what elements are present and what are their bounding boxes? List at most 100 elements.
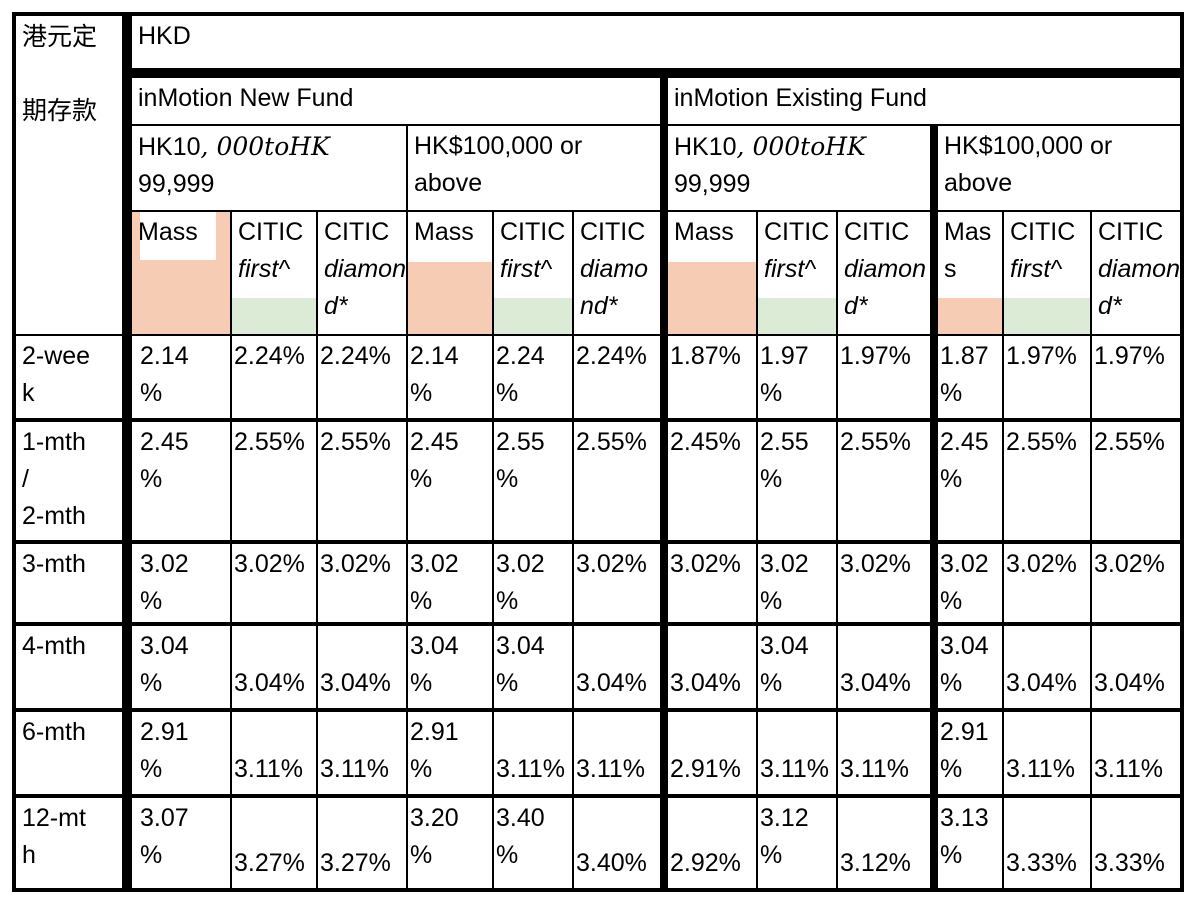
first-highlight <box>1004 298 1090 334</box>
rate-value: 3.02 % <box>496 550 545 615</box>
rate-value: 3.40 % <box>496 804 545 869</box>
rate-value: 3.27% <box>320 849 391 877</box>
rate-value: 3.02% <box>1006 550 1077 578</box>
rate-cell: 2.24% <box>318 336 406 418</box>
tier-label-math: , 000toHK <box>736 132 866 161</box>
rate-cell: 2.91 % <box>408 712 492 794</box>
rate-value: 3.04% <box>234 669 305 697</box>
rate-value: 2.55% <box>234 428 305 456</box>
rate-value: 3.04% <box>1094 669 1165 697</box>
rate-cell: 3.40 % <box>494 798 572 888</box>
sub-header-label: Mass <box>138 218 198 246</box>
rate-cell: 3.11% <box>494 712 572 794</box>
rate-value: 3.04 % <box>140 632 189 697</box>
sub-header-label: CITIC diamond* <box>574 212 660 325</box>
rate-cell: 1.97% <box>1092 336 1180 418</box>
rate-cell: 3.27% <box>232 798 316 888</box>
rate-value: 3.07 % <box>140 804 189 869</box>
mass-highlight <box>668 262 756 334</box>
rate-cell: 3.04% <box>668 626 756 708</box>
rate-value: 3.02 % <box>140 550 189 615</box>
tenor-label: 4-mth <box>22 632 86 660</box>
rate-value: 3.11% <box>760 755 830 783</box>
rate-value: 2.91 % <box>140 718 189 783</box>
rate-value: 2.91% <box>670 755 741 783</box>
tier-label-math: , 000toHK <box>200 132 330 161</box>
rate-cell: 2.24 % <box>494 336 572 418</box>
rate-cell: 2.91 % <box>938 712 1002 794</box>
sub-header-label: CITIC first^ <box>758 212 836 288</box>
rate-cell: 3.11% <box>758 712 836 794</box>
rate-cell: 2.55% <box>318 422 406 540</box>
rate-value: 1.87% <box>670 342 741 370</box>
citic-label: CITIC <box>764 218 830 246</box>
tier-name-label: diamond* <box>580 255 649 320</box>
rate-cell: 3.04% <box>1092 626 1180 708</box>
sub-header-label: CITIC first^ <box>494 212 572 288</box>
tier-name-label: first^ <box>764 255 817 283</box>
rate-cell: 2.92% <box>668 798 756 888</box>
rate-value: 3.11% <box>320 755 390 783</box>
rate-cell: 3.02 % <box>494 544 572 622</box>
rate-value: 3.04 % <box>760 632 809 697</box>
rate-value: 3.12% <box>840 849 911 877</box>
corner-header-cell: 港元定 期存款 <box>16 16 122 334</box>
rate-cell: 2.55% <box>838 422 930 540</box>
rate-cell: 2.55% <box>232 422 316 540</box>
citic-label: CITIC <box>580 218 646 246</box>
rate-value: 2.45 % <box>140 428 189 493</box>
rate-value: 3.04% <box>576 669 647 697</box>
mass-highlight <box>408 262 492 334</box>
rate-value: 2.14 % <box>140 342 189 407</box>
rate-cell: 3.07 % <box>132 798 230 888</box>
rate-cell: 1.87% <box>668 336 756 418</box>
rate-cell: 3.40% <box>574 798 660 888</box>
rate-value: 3.02% <box>320 550 391 578</box>
rate-cell: 3.04 % <box>408 626 492 708</box>
tier-header-cell: HK$100,000 or above <box>938 126 1180 210</box>
tier-header-cell: HK$100,000 or above <box>408 126 660 210</box>
rate-cell: 2.55 % <box>758 422 836 540</box>
rate-cell: 3.11% <box>1004 712 1090 794</box>
rate-value: 1.97 % <box>760 342 809 407</box>
tenor-cell: 12-mt h <box>16 798 122 888</box>
first-highlight <box>758 298 836 334</box>
fund-label-existing: inMotion Existing Fund <box>674 84 927 112</box>
rate-cell: 1.97% <box>838 336 930 418</box>
tier-label: HK10, 000toHK 99,999 <box>668 126 930 203</box>
rate-cell: 3.27% <box>318 798 406 888</box>
rate-cell: 3.02% <box>574 544 660 622</box>
rate-value: 3.02 % <box>940 550 989 615</box>
sub-header-label: Mass <box>414 218 474 246</box>
sub-header-label: CITIC diamond* <box>1092 212 1180 325</box>
rate-value: 2.24% <box>576 342 647 370</box>
fund-header-existing: inMotion Existing Fund <box>668 78 1180 124</box>
rate-value: 3.02% <box>234 550 305 578</box>
rate-value: 3.33% <box>1094 849 1165 877</box>
rate-value: 2.45 % <box>410 428 459 493</box>
currency-header-cell: HKD <box>132 16 1180 68</box>
rate-cell: 2.91 % <box>132 712 230 794</box>
rate-cell: 3.11% <box>838 712 930 794</box>
rate-value: 3.33% <box>1006 849 1077 877</box>
tenor-cell: 2-wee k <box>16 336 122 418</box>
rate-value: 3.02% <box>576 550 647 578</box>
rate-cell: 3.04% <box>1004 626 1090 708</box>
citic-label: CITIC <box>1010 218 1076 246</box>
tier-name-label: diamond* <box>844 255 926 320</box>
rate-cell: 3.04% <box>318 626 406 708</box>
rate-cell: 3.04 % <box>758 626 836 708</box>
rate-value: 1.97% <box>840 342 911 370</box>
rate-value: 2.91 % <box>410 718 459 783</box>
sub-header-cell: CITIC diamond* <box>1092 212 1180 334</box>
rate-cell: 2.55% <box>1092 422 1180 540</box>
rate-value: 3.27% <box>234 849 305 877</box>
rate-cell: 2.45 % <box>408 422 492 540</box>
sub-header-label: Mass <box>674 218 734 246</box>
tier-label-prefix: HK10 <box>138 133 201 161</box>
sub-header-cell: CITIC diamond* <box>574 212 660 334</box>
rate-value: 3.11% <box>234 755 304 783</box>
tier-name-label: first^ <box>1010 255 1063 283</box>
sub-header-label: CITIC diamond* <box>318 212 406 325</box>
citic-label: CITIC <box>1098 218 1164 246</box>
